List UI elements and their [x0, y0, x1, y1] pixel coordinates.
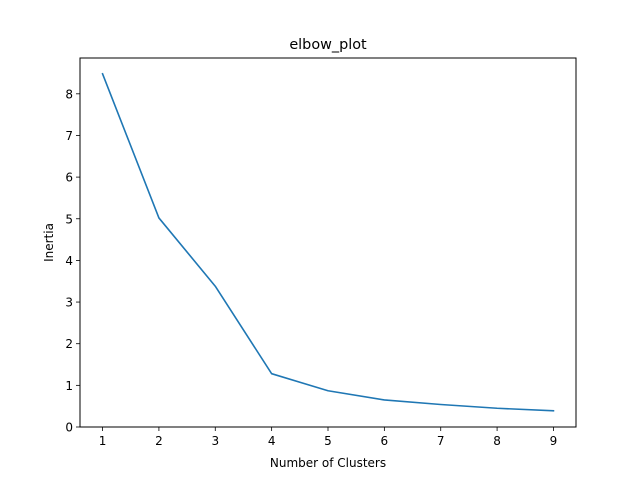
chart-title: elbow_plot	[289, 37, 367, 53]
x-tick-label: 2	[155, 434, 163, 448]
y-tick-label: 4	[65, 254, 73, 268]
y-tick-label: 2	[65, 337, 73, 351]
x-tick-label: 6	[381, 434, 389, 448]
y-axis-label: Inertia	[42, 223, 56, 262]
x-tick-label: 1	[99, 434, 107, 448]
y-tick-label: 1	[65, 379, 73, 393]
x-tick-label: 5	[324, 434, 332, 448]
x-axis: 1 2 3 4 5 6 7 8 9	[99, 427, 558, 448]
plot-frame	[79, 57, 577, 428]
series-line	[101, 72, 555, 412]
x-tick-label: 8	[493, 434, 501, 448]
x-tick-label: 4	[268, 434, 276, 448]
y-tick-label: 5	[65, 212, 73, 226]
x-tick-label: 9	[550, 434, 558, 448]
y-tick-label: 3	[65, 296, 73, 310]
y-tick-label: 0	[65, 421, 73, 435]
x-tick-label: 7	[437, 434, 445, 448]
y-axis: 0 1 2 3 4 5 6 7 8	[65, 87, 80, 435]
y-tick-label: 7	[65, 129, 73, 143]
series-layer	[101, 72, 555, 412]
x-tick-label: 3	[211, 434, 219, 448]
y-tick-label: 8	[65, 87, 73, 101]
x-axis-label: Number of Clusters	[270, 456, 386, 470]
y-tick-label: 6	[65, 171, 73, 185]
